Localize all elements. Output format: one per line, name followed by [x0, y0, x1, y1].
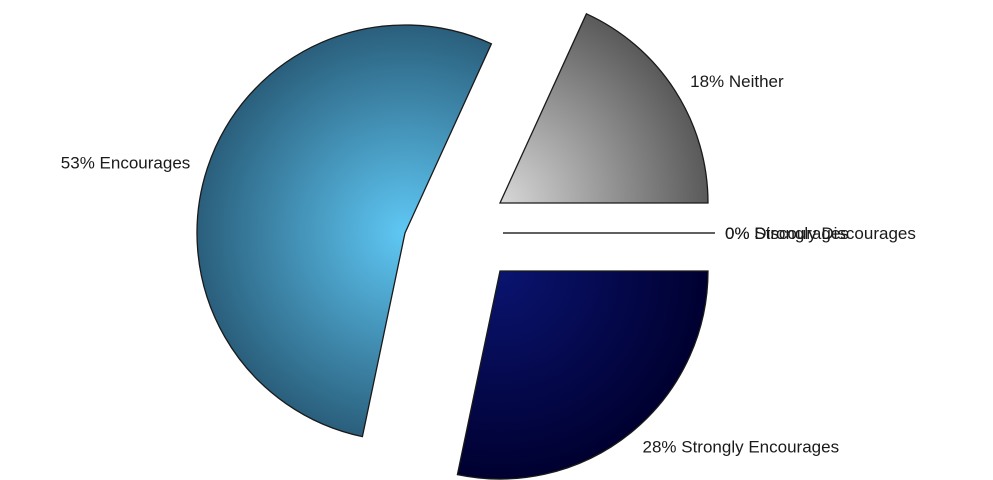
labels-layer: 53% Encourages 18% Neither 28% Strongly En… — [61, 72, 916, 457]
pie-slice-53-encourages — [196, 24, 493, 438]
pie-slice-18-neither — [498, 12, 709, 204]
slice-label-53-encourages: 53% Encourages — [61, 153, 190, 172]
slice-label-0-discourages: 0% Discourages — [725, 224, 849, 243]
slice-label-28-strongly-encourages: 28% Strongly Encourages — [643, 437, 840, 456]
slice-label-18-neither: 18% Neither — [690, 72, 784, 91]
slices-layer — [196, 12, 715, 480]
pie-slice-28-strongly-encourages — [456, 270, 709, 480]
slice-label-0-strongly-discourages: 0% Strongly Discourages — [725, 224, 916, 243]
